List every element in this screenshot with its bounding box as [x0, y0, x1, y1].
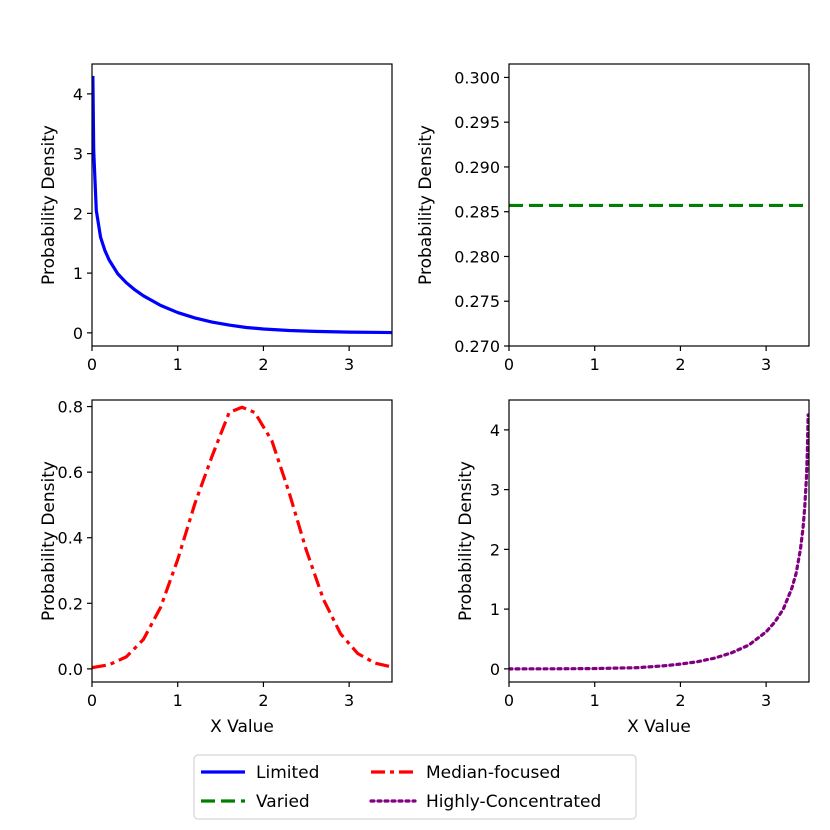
x-tick-label: 1	[173, 355, 183, 374]
y-axis-label: Probability Density	[39, 125, 59, 285]
x-tick-label: 0	[504, 691, 514, 710]
panel-highly-concentrated: 0 1 2 3 0 1 2 3 4 Probability Density X Value	[456, 399, 810, 737]
x-tick-label: 0	[87, 355, 97, 374]
x-tick-label: 3	[344, 691, 354, 710]
y-tick-label: 1	[490, 600, 500, 619]
x-tick-label: 3	[761, 691, 771, 710]
x-tick-label: 2	[675, 691, 685, 710]
y-axis-label: Probability Density	[39, 461, 59, 621]
y-tick-label: 0.0	[58, 660, 83, 679]
y-tick-label: 0.295	[454, 113, 500, 132]
panel-median-focused: 0 1 2 3 0.0 0.2 0.4 0.6 0.8 Probability Density X …	[39, 398, 393, 737]
y-tick-label: 0	[73, 324, 83, 343]
y-tick-label: 4	[73, 85, 83, 104]
legend-label-highly-concentrated: Highly-Concentrated	[426, 792, 601, 812]
y-tick-label: 0.6	[58, 463, 83, 482]
x-tick-label: 1	[173, 691, 183, 710]
y-tick-label: 0.275	[454, 292, 500, 311]
x-tick-label: 2	[258, 691, 268, 710]
y-axis-label: Probability Density	[416, 125, 436, 285]
legend-label-median-focused: Median-focused	[426, 763, 561, 783]
y-tick-label: 0.285	[454, 203, 500, 222]
y-tick-label: 0.280	[454, 247, 500, 266]
axes-frame	[91, 63, 393, 347]
x-tick-label: 1	[590, 691, 600, 710]
y-tick-label: 2	[73, 204, 83, 223]
legend-frame	[193, 754, 637, 820]
y-tick-label: 3	[490, 481, 500, 500]
y-tick-label: 4	[490, 421, 500, 440]
y-tick-label: 0.270	[454, 337, 500, 356]
y-tick-label: 0.4	[58, 529, 83, 548]
y-tick-label: 3	[73, 145, 83, 164]
legend-label-limited: Limited	[256, 763, 319, 783]
y-tick-label: 0.300	[454, 68, 500, 87]
legend: Limited Median-focused Varied Highly-Con…	[193, 754, 637, 820]
x-tick-label: 0	[504, 355, 514, 374]
axes-frame	[91, 399, 393, 683]
y-tick-label: 1	[73, 264, 83, 283]
panel-limited: 0 1 2 3 0 1 2 3 4 Probability Density	[39, 63, 393, 374]
x-axis-label: X Value	[210, 717, 274, 737]
y-tick-label: 0.8	[58, 398, 83, 417]
axes-frame	[508, 63, 810, 347]
x-axis-label: X Value	[627, 717, 691, 737]
y-tick-label: 0.2	[58, 594, 83, 613]
y-tick-label: 0.290	[454, 158, 500, 177]
y-axis-label: Probability Density	[456, 461, 476, 621]
x-tick-label: 3	[761, 355, 771, 374]
x-tick-label: 1	[590, 355, 600, 374]
x-tick-label: 2	[675, 355, 685, 374]
y-tick-label: 0	[490, 660, 500, 679]
x-tick-label: 0	[87, 691, 97, 710]
x-tick-label: 2	[258, 355, 268, 374]
panel-varied: 0 1 2 3 0.270 0.275 0.280 0.285 0.290 0.295 0.300 P…	[416, 63, 810, 374]
series-line-limited	[92, 75, 392, 335]
axes-frame	[508, 399, 810, 683]
legend-label-varied: Varied	[256, 792, 310, 812]
series-line-highly-concentrated	[509, 413, 809, 671]
x-tick-label: 3	[344, 355, 354, 374]
y-tick-label: 2	[490, 540, 500, 559]
series-line-median-focused	[92, 405, 392, 670]
